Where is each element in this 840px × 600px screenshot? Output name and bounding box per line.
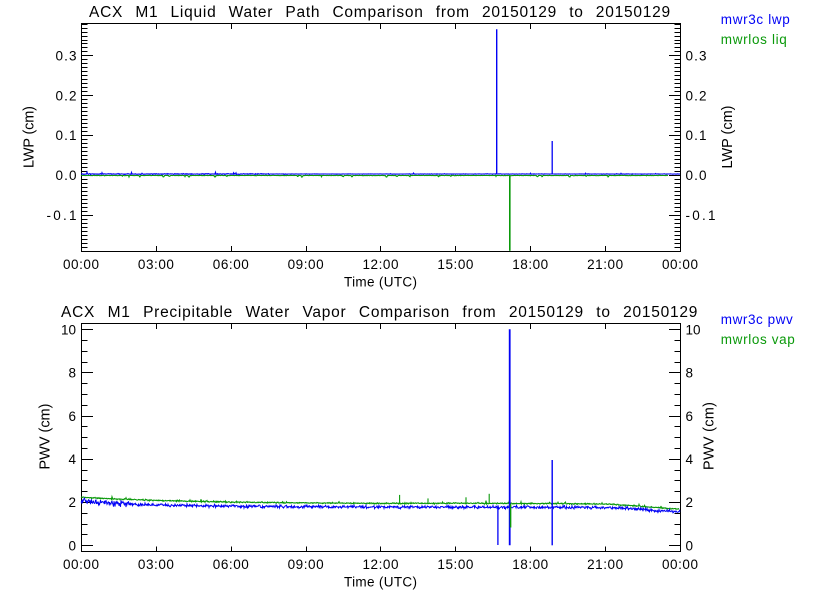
svg-text:8: 8 <box>686 366 694 381</box>
svg-text:LWP (cm): LWP (cm) <box>22 106 38 168</box>
svg-text:0: 0 <box>686 538 694 553</box>
svg-text:8: 8 <box>68 366 76 381</box>
svg-text:00:00: 00:00 <box>63 557 99 572</box>
svg-text:LWP (cm): LWP (cm) <box>720 106 736 169</box>
svg-text:PWV (cm): PWV (cm) <box>38 404 54 470</box>
svg-text:2: 2 <box>686 495 694 510</box>
svg-text:03:00: 03:00 <box>138 557 174 572</box>
svg-text:15:00: 15:00 <box>437 557 473 572</box>
svg-text:6: 6 <box>686 409 694 424</box>
svg-text:06:00: 06:00 <box>213 557 249 572</box>
svg-text:PWV (cm): PWV (cm) <box>702 402 718 470</box>
svg-text:12:00: 12:00 <box>363 257 399 272</box>
svg-text:0.0: 0.0 <box>686 168 707 183</box>
svg-text:mwr3c pwv: mwr3c pwv <box>721 312 793 327</box>
svg-text:09:00: 09:00 <box>288 557 324 572</box>
svg-text:18:00: 18:00 <box>512 557 548 572</box>
svg-text:00:00: 00:00 <box>662 257 698 272</box>
svg-text:mwrlos vap: mwrlos vap <box>721 332 795 347</box>
svg-text:21:00: 21:00 <box>587 257 623 272</box>
svg-text:06:00: 06:00 <box>213 257 249 272</box>
svg-text:10: 10 <box>686 322 701 337</box>
svg-text:00:00: 00:00 <box>662 557 698 572</box>
svg-text:0.1: 0.1 <box>686 128 707 143</box>
svg-text:4: 4 <box>68 452 76 467</box>
svg-text:0.3: 0.3 <box>56 49 77 64</box>
svg-text:mwr3c lwp: mwr3c lwp <box>721 12 790 27</box>
svg-text:0.0: 0.0 <box>56 168 77 183</box>
svg-text:12:00: 12:00 <box>363 557 399 572</box>
svg-text:18:00: 18:00 <box>512 257 548 272</box>
svg-text:Time (UTC): Time (UTC) <box>344 275 417 290</box>
svg-text:mwrlos liq: mwrlos liq <box>721 32 787 47</box>
svg-text:15:00: 15:00 <box>437 257 473 272</box>
svg-text:6: 6 <box>68 409 76 424</box>
svg-text:09:00: 09:00 <box>288 257 324 272</box>
svg-text:0.2: 0.2 <box>56 88 77 103</box>
svg-text:4: 4 <box>686 452 694 467</box>
svg-text:00:00: 00:00 <box>63 257 99 272</box>
svg-text:0.1: 0.1 <box>56 128 77 143</box>
svg-text:ACX M1 Liquid Water Path Compa: ACX M1 Liquid Water Path Comparison from… <box>89 4 671 21</box>
svg-text:ACX M1 Precipitable Water Vapo: ACX M1 Precipitable Water Vapor Comparis… <box>61 304 698 321</box>
svg-text:0: 0 <box>68 538 76 553</box>
svg-text:21:00: 21:00 <box>587 557 623 572</box>
svg-text:0.3: 0.3 <box>686 49 707 64</box>
svg-text:0.2: 0.2 <box>686 88 707 103</box>
svg-text:Time (UTC): Time (UTC) <box>344 575 417 590</box>
svg-text:03:00: 03:00 <box>138 257 174 272</box>
svg-text:2: 2 <box>68 495 76 510</box>
svg-text:10: 10 <box>61 322 76 337</box>
